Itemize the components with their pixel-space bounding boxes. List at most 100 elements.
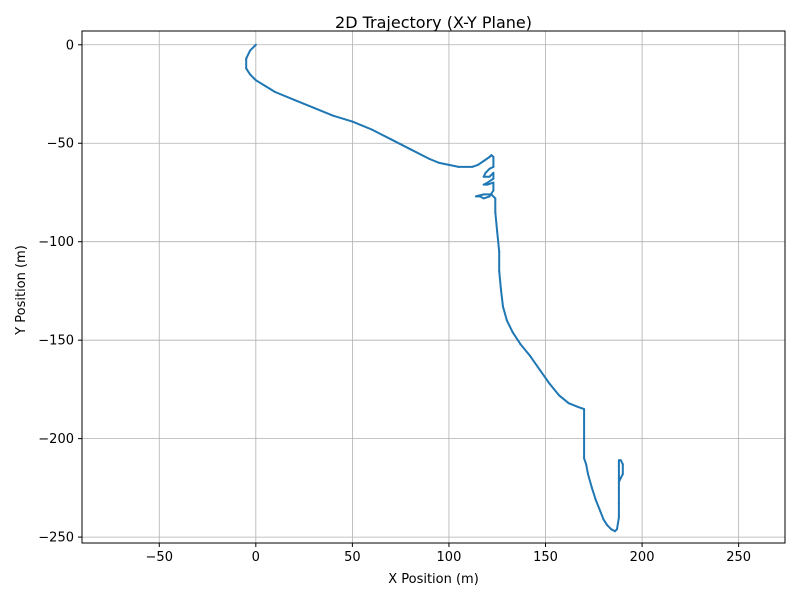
trajectory-point [490,154,493,157]
plot-area [82,31,785,543]
trajectory-point [494,211,497,214]
tick-layer: −50 0 50 100 150 200 250 0 −50 −100 −150 −200 −250 [38,38,751,565]
y-tick-label: −150 [38,334,74,349]
x-tick-label: 250 [726,550,751,565]
trajectory-point [614,530,616,533]
y-tick-label: −200 [38,432,74,447]
series-layer [245,43,624,533]
trajectory-point [245,57,248,60]
trajectory-point [616,528,618,531]
trajectory-point [494,197,497,200]
trajectory-point [428,158,431,160]
trajectory-point [482,183,485,186]
trajectory-point [351,120,354,123]
y-tick-label: −250 [38,531,74,546]
trajectory-point [583,408,586,411]
trajectory-point [598,508,601,511]
trajectory-point [577,406,580,409]
trajectory-point [538,368,541,371]
trajectory-point [482,197,485,200]
trajectory-point [558,394,560,397]
trajectory-point [505,319,508,322]
trajectory-point [293,98,296,101]
trajectory-point [621,473,624,476]
trajectory-point [332,114,335,117]
trajectory-point [617,465,620,468]
trajectory-point [502,305,504,308]
trajectory-point [492,171,495,174]
y-axis-label: Y Position (m) [14,245,29,336]
trajectory-point [583,447,586,450]
trajectory-point [587,473,589,476]
trajectory-point [492,181,495,184]
trajectory-point [621,463,624,466]
x-axis-label: X Position (m) [388,572,479,587]
trajectory-point [567,402,570,405]
trajectory-point [492,177,495,180]
trajectory-point [492,189,495,192]
trajectory-point [511,331,514,334]
x-tick-label: 200 [630,550,655,565]
trajectory-point [254,43,257,46]
trajectory-point [488,167,491,170]
chart-title: 2D Trajectory (X-Y Plane) [335,13,532,32]
trajectory-point [583,457,586,460]
trajectory-point [548,382,551,385]
trajectory-point [619,459,622,462]
trajectory-point [617,516,620,519]
x-tick-label: −50 [146,550,173,565]
trajectory-point [488,195,491,198]
x-tick-label: 100 [437,550,462,565]
y-tick-label: −50 [47,137,74,152]
trajectory-point [492,165,495,168]
x-tick-label: 150 [533,550,558,565]
trajectory-point [482,193,485,196]
trajectory-point [590,486,593,489]
trajectory-point [617,481,620,483]
x-tick-label: 0 [252,550,260,565]
trajectory-point [274,91,277,93]
trajectory-point [482,175,485,178]
trajectory-point [478,195,481,198]
grid-layer [82,31,785,543]
trajectory-point [448,163,450,166]
trajectory-point [370,128,373,131]
trajectory-point [457,165,460,168]
trajectory-point [484,171,487,174]
trajectory-point [529,354,532,357]
trajectory-point [617,488,620,491]
trajectory-point [312,106,315,109]
trajectory-point [471,165,474,168]
trajectory-point [409,148,412,151]
trajectory-point [594,498,597,501]
trajectory-point [490,193,493,196]
trajectory-point [476,163,479,166]
trajectory-point [585,463,588,466]
trajectory-point [610,528,613,531]
trajectory-point [617,459,620,462]
y-tick-label: 0 [66,38,74,53]
trajectory-point [264,85,267,88]
trajectory-point [249,73,251,76]
trajectory-point [496,230,499,233]
trajectory-point [475,195,477,198]
trajectory-point [500,289,503,292]
trajectory-point [498,250,501,253]
trajectory-point [583,417,586,420]
trajectory-point [617,475,620,477]
trajectory-point [606,524,609,527]
trajectory-point [619,477,622,479]
trajectory-point [254,79,257,82]
trajectory-point [519,343,522,346]
plot-frame [81,30,786,544]
trajectory-point [583,437,586,440]
trajectory-point [492,156,495,158]
trajectory-point [486,181,489,184]
x-tick-label: 50 [344,550,361,565]
trajectory-point [390,138,392,141]
trajectory-point [245,67,248,70]
trajectory-point [498,270,501,273]
trajectory-point [482,160,485,162]
